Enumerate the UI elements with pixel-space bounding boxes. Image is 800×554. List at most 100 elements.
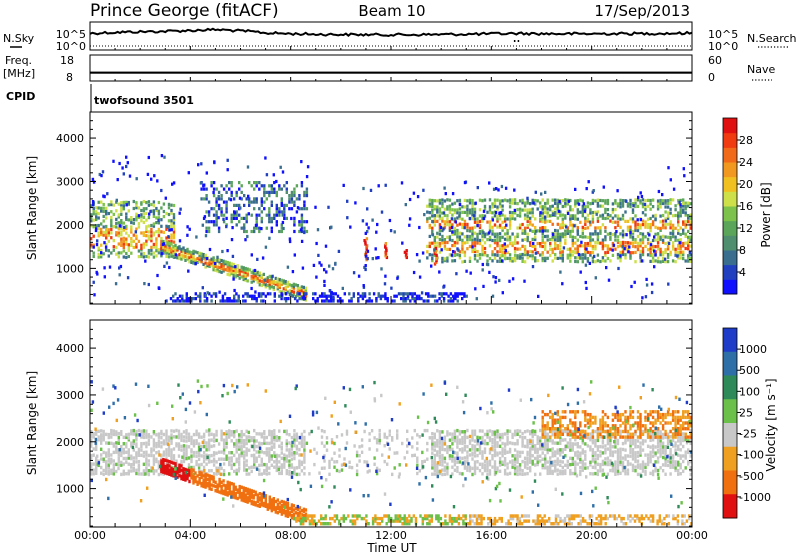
power-cell xyxy=(214,268,217,272)
power-cell xyxy=(684,241,687,245)
power-cell xyxy=(102,214,105,218)
velocity-cell xyxy=(646,460,650,464)
power-cell xyxy=(125,231,128,235)
velocity-cell xyxy=(463,463,467,467)
velocity-cell xyxy=(546,468,549,472)
velocity-cell xyxy=(172,435,176,439)
power-cell xyxy=(92,212,95,216)
velocity-cell xyxy=(581,448,584,452)
velocity-cell xyxy=(248,472,251,476)
power-cell xyxy=(174,247,177,251)
velocity-cell xyxy=(338,469,341,474)
velocity-cell xyxy=(105,441,108,445)
power-cell xyxy=(501,247,504,251)
power-cell xyxy=(296,286,300,290)
power-cell xyxy=(254,223,258,228)
power-cell xyxy=(689,216,692,221)
power-cell xyxy=(270,200,273,204)
power-cell xyxy=(100,222,103,226)
power-cell xyxy=(581,225,584,229)
velocity-cell xyxy=(501,462,504,466)
power-cell xyxy=(293,220,296,224)
power-cell xyxy=(295,210,299,214)
power-cell xyxy=(669,231,672,235)
velocity-cell xyxy=(664,448,667,452)
power-cell xyxy=(172,299,175,303)
velocity-cell xyxy=(458,460,462,464)
velocity-cell xyxy=(596,456,600,461)
power-cell xyxy=(599,241,602,245)
power-cell xyxy=(677,238,680,242)
power-cell xyxy=(671,226,675,230)
power-cell xyxy=(250,184,253,188)
power-cell xyxy=(478,198,482,202)
power-cell xyxy=(112,203,115,207)
power-cell xyxy=(192,259,195,263)
power-cell xyxy=(466,240,469,244)
power-cell xyxy=(611,248,614,252)
power-cell xyxy=(145,239,148,243)
velocity-cell xyxy=(478,451,482,455)
power-cell xyxy=(443,199,447,203)
velocity-cell xyxy=(268,441,271,446)
velocity-cell xyxy=(569,472,572,476)
power-cell xyxy=(220,270,223,274)
power-cell xyxy=(619,244,622,248)
power-cell xyxy=(516,256,519,260)
power-cell xyxy=(541,226,544,230)
velocity-cell xyxy=(636,463,640,467)
velocity-cell xyxy=(431,466,434,470)
velocity-cell xyxy=(677,460,680,464)
power-cell xyxy=(281,170,285,174)
velocity-cell xyxy=(235,441,238,445)
velocity-cell xyxy=(102,435,105,440)
velocity-cell xyxy=(178,465,181,470)
velocity-cell xyxy=(426,428,429,433)
velocity-cell xyxy=(599,450,602,454)
power-cell xyxy=(589,211,592,215)
power-cell xyxy=(180,257,183,261)
power-cell xyxy=(286,284,290,288)
power-cell xyxy=(150,177,153,181)
velocity-cell xyxy=(599,469,602,473)
power-cell xyxy=(609,247,612,251)
power-cell xyxy=(684,213,687,217)
velocity-cell xyxy=(498,460,502,464)
power-cell xyxy=(120,251,123,255)
velocity-cell xyxy=(644,462,647,467)
power-cell xyxy=(421,251,425,255)
power-cell xyxy=(212,181,216,185)
power-cell xyxy=(591,247,595,251)
power-cell xyxy=(330,294,333,298)
power-cell xyxy=(210,257,213,261)
velocity-cell xyxy=(175,459,178,463)
power-cell xyxy=(632,204,635,208)
velocity-cell xyxy=(303,442,306,446)
power-cell xyxy=(478,231,482,235)
power-cell xyxy=(288,283,292,287)
velocity-cell xyxy=(174,464,177,468)
power-cell xyxy=(210,263,213,267)
velocity-cell xyxy=(476,435,479,440)
velocity-cell xyxy=(656,472,660,477)
velocity-cell xyxy=(554,469,557,473)
power-cell xyxy=(471,238,474,242)
velocity-cell xyxy=(666,438,670,442)
velocity-cell xyxy=(423,428,426,433)
power-cell xyxy=(689,235,692,239)
power-cell xyxy=(576,232,579,236)
power-cell xyxy=(580,240,583,244)
velocity-cell xyxy=(100,471,103,475)
power-cell xyxy=(135,236,138,241)
power-cell xyxy=(529,202,532,206)
velocity-cell xyxy=(228,460,231,464)
power-cell xyxy=(641,246,645,251)
power-cell xyxy=(105,230,108,234)
power-cell xyxy=(624,210,627,214)
power-cell xyxy=(252,271,255,275)
velocity-cell xyxy=(120,445,123,449)
power-cell xyxy=(508,256,512,261)
velocity-cell xyxy=(549,466,552,470)
velocity-cell xyxy=(212,444,216,448)
power-cell xyxy=(428,234,431,238)
